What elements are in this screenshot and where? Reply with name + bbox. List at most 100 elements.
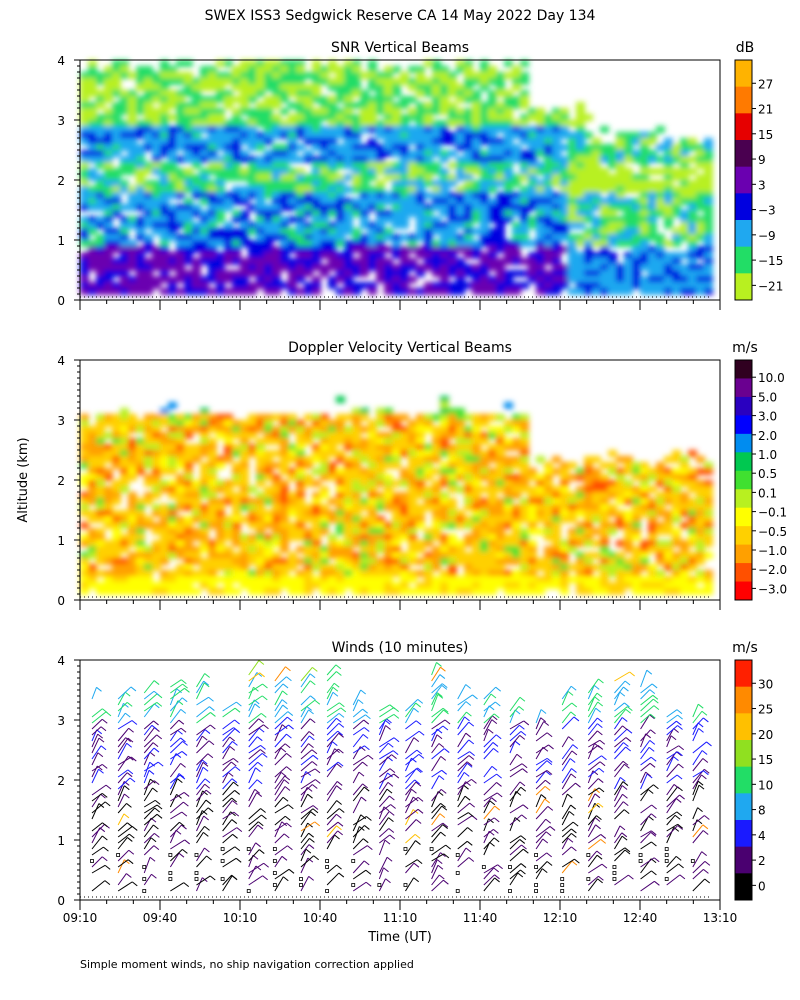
heatmap-cell (376, 84, 385, 91)
heatmap-cell (664, 222, 673, 229)
heatmap-cell (160, 408, 169, 415)
heatmap-cell (696, 540, 705, 547)
heatmap-cell (648, 252, 657, 259)
heatmap-cell (248, 126, 257, 133)
heatmap-cell (80, 432, 89, 439)
heatmap-cell (544, 510, 553, 517)
heatmap-cell (104, 114, 113, 121)
heatmap-cell (192, 114, 201, 121)
heatmap-cell (408, 420, 417, 427)
heatmap-cell (456, 264, 465, 271)
heatmap-cell (424, 168, 433, 175)
heatmap-cell (112, 510, 121, 517)
heatmap-cell (256, 66, 265, 73)
heatmap-cell (336, 216, 345, 223)
heatmap-cell (216, 462, 225, 469)
heatmap-cell (160, 150, 169, 157)
wind-barb-flag (180, 727, 187, 733)
heatmap-cell (200, 468, 209, 475)
heatmap-cell (480, 450, 489, 457)
heatmap-cell (136, 84, 145, 91)
heatmap-cell (504, 204, 513, 211)
heatmap-cell (280, 570, 289, 577)
heatmap-cell (616, 198, 625, 205)
heatmap-cell (512, 198, 521, 205)
heatmap-cell (496, 558, 505, 565)
colorbar-tick-label: 27 (758, 77, 773, 91)
heatmap-cell (392, 570, 401, 577)
heatmap-cell (688, 468, 697, 475)
heatmap-cell (160, 270, 169, 277)
heatmap-cell (336, 84, 345, 91)
heatmap-cell (376, 216, 385, 223)
heatmap-cell (576, 138, 585, 145)
heatmap-cell (88, 516, 97, 523)
heatmap-cell (440, 126, 449, 133)
heatmap-cell (648, 498, 657, 505)
heatmap-cell (240, 270, 249, 277)
heatmap-cell (256, 228, 265, 235)
heatmap-cell (464, 180, 473, 187)
heatmap-cell (104, 264, 113, 271)
heatmap-cell (296, 516, 305, 523)
heatmap-cell (496, 438, 505, 445)
wind-barb (274, 815, 286, 826)
heatmap-cell (664, 546, 673, 553)
wind-barb (300, 832, 310, 844)
heatmap-cell (256, 576, 265, 583)
wind-barb (117, 837, 128, 850)
heatmap-cell (184, 504, 193, 511)
heatmap-cell (504, 540, 513, 547)
heatmap-cell (624, 234, 633, 241)
wind-barb (170, 737, 181, 748)
heatmap-cell (520, 204, 529, 211)
heatmap-cell (192, 516, 201, 523)
heatmap-cell (296, 174, 305, 181)
heatmap-cell (208, 132, 217, 139)
heatmap-cell (96, 540, 105, 547)
heatmap-cell (344, 60, 353, 67)
heatmap-cell (528, 552, 537, 559)
heatmap-cell (688, 288, 697, 295)
heatmap-cell (680, 564, 689, 571)
heatmap-cell (544, 186, 553, 193)
heatmap-cell (248, 120, 257, 127)
heatmap-cell (576, 468, 585, 475)
heatmap-cell (536, 144, 545, 151)
heatmap-cell (216, 480, 225, 487)
heatmap-cell (440, 396, 449, 403)
heatmap-cell (176, 186, 185, 193)
heatmap-cell (368, 522, 377, 529)
heatmap-cell (432, 564, 441, 571)
heatmap-cell (184, 528, 193, 535)
heatmap-cell (472, 72, 481, 79)
heatmap-cell (464, 516, 473, 523)
heatmap-cell (600, 216, 609, 223)
heatmap-cell (176, 180, 185, 187)
heatmap-cell (272, 174, 281, 181)
heatmap-cell (272, 72, 281, 79)
heatmap-cell (480, 258, 489, 265)
heatmap-cell (584, 468, 593, 475)
wind-barb (248, 752, 263, 766)
heatmap-cell (664, 582, 673, 589)
heatmap-cell (488, 186, 497, 193)
heatmap-cell (368, 60, 377, 67)
heatmap-cell (368, 186, 377, 193)
heatmap-cell (176, 504, 185, 511)
heatmap-cell (328, 186, 337, 193)
heatmap-cell (312, 156, 321, 163)
heatmap-cell (464, 552, 473, 559)
heatmap-cell (232, 228, 241, 235)
heatmap-cell (208, 264, 217, 271)
heatmap-cell (376, 546, 385, 553)
heatmap-cell (696, 282, 705, 289)
heatmap-cell (152, 540, 161, 547)
heatmap-cell (256, 282, 265, 289)
heatmap-cell (560, 582, 569, 589)
heatmap-cell (104, 240, 113, 247)
heatmap-cell (568, 168, 577, 175)
heatmap-cell (144, 576, 153, 583)
wind-barb (170, 839, 185, 850)
heatmap-cell (536, 264, 545, 271)
